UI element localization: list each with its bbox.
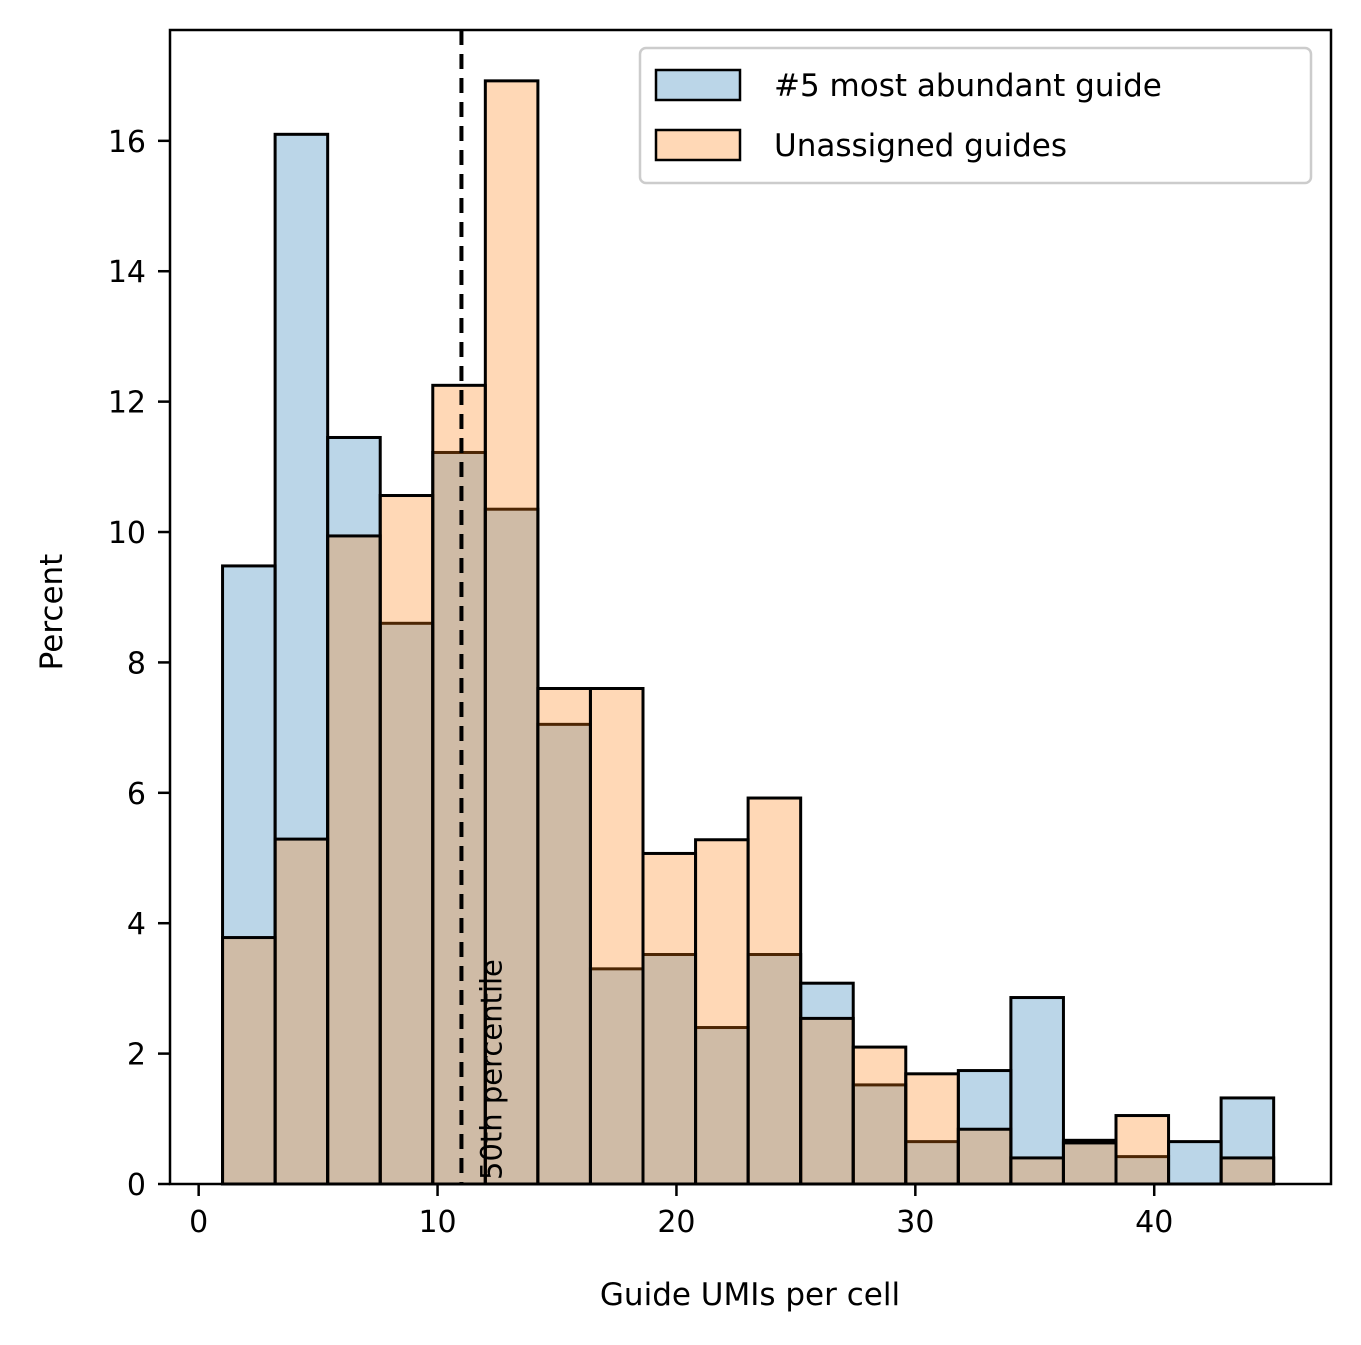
legend-swatch-2 [654, 128, 742, 162]
bar-series-2-bin-4 [378, 494, 435, 1186]
bar-series-2-bin-9 [641, 851, 698, 1186]
y-tick-label: 2 [127, 1038, 146, 1073]
x-tick-label: 0 [189, 1205, 208, 1240]
y-tick-label: 4 [127, 907, 146, 942]
legend-label-1: #5 most abundant guide [774, 68, 1162, 104]
y-tick-label: 14 [108, 255, 146, 290]
legend-box [638, 46, 1313, 185]
x-tick-label: 40 [1135, 1205, 1173, 1240]
series-1-bars [221, 132, 1276, 1186]
bar-series-2-bin-18 [1114, 1114, 1171, 1186]
y-tick-label: 10 [108, 516, 146, 551]
y-tick-label: 6 [127, 777, 146, 812]
bar-series-2-bin-12 [799, 1016, 855, 1186]
y-tick-label: 8 [127, 646, 146, 681]
y-tick-label: 16 [108, 125, 146, 160]
x-axis-label: Guide UMIs per cell [600, 1277, 900, 1313]
x-tick-label: 10 [418, 1205, 456, 1240]
bar-series-2-bin-20 [1219, 1156, 1276, 1186]
bar-series-2-bin-6 [483, 79, 540, 1186]
plot-frame [168, 28, 1333, 1186]
bar-series-1-bin-19 [1167, 1140, 1223, 1186]
bar-series-1-bin-16 [1009, 996, 1065, 1186]
bar-series-2-bin-10 [694, 838, 750, 1186]
bar-series-2-bin-5 [431, 383, 487, 1186]
legend: #5 most abundant guide Unassigned guides [638, 46, 1313, 185]
x-tick-label: 30 [896, 1205, 934, 1240]
legend-label-2: Unassigned guides [774, 128, 1067, 164]
bar-series-2-bin-15 [956, 1127, 1013, 1186]
bar-series-1-bin-20 [1219, 1096, 1276, 1186]
bar-series-1-bin-12 [799, 981, 855, 1186]
bar-series-2-bin-17 [1061, 1141, 1118, 1186]
bar-series-2-bin-16 [1009, 1156, 1065, 1186]
bar-series-2-bin-13 [851, 1045, 908, 1186]
reference-line-label: 50th percentile [474, 959, 508, 1180]
bar-series-2-bin-2 [273, 837, 330, 1186]
legend-swatch-1 [654, 68, 742, 102]
axes-layer: 0 10 20 30 40 0 2 4 6 8 10 12 14 16 [108, 28, 1333, 1240]
bars-layer [221, 79, 1276, 1186]
bar-series-2-bin-8 [588, 686, 645, 1186]
x-tick-label: 20 [657, 1205, 695, 1240]
bar-series-2-bin-14 [904, 1072, 960, 1186]
bar-series-2-bin-1 [221, 936, 277, 1186]
series-2-bars [221, 79, 1276, 1186]
y-tick-label: 0 [127, 1168, 146, 1203]
bar-series-1-bin-1 [221, 564, 277, 1186]
reference-line-layer: 50th percentile [459, 30, 508, 1184]
bar-series-1-bin-2 [273, 132, 330, 1186]
y-axis-label: Percent [34, 554, 70, 671]
y-tick-label: 12 [108, 386, 146, 421]
bar-series-2-bin-3 [326, 534, 382, 1186]
bar-series-2-bin-7 [536, 686, 592, 1186]
bar-series-2-bin-11 [746, 796, 803, 1186]
